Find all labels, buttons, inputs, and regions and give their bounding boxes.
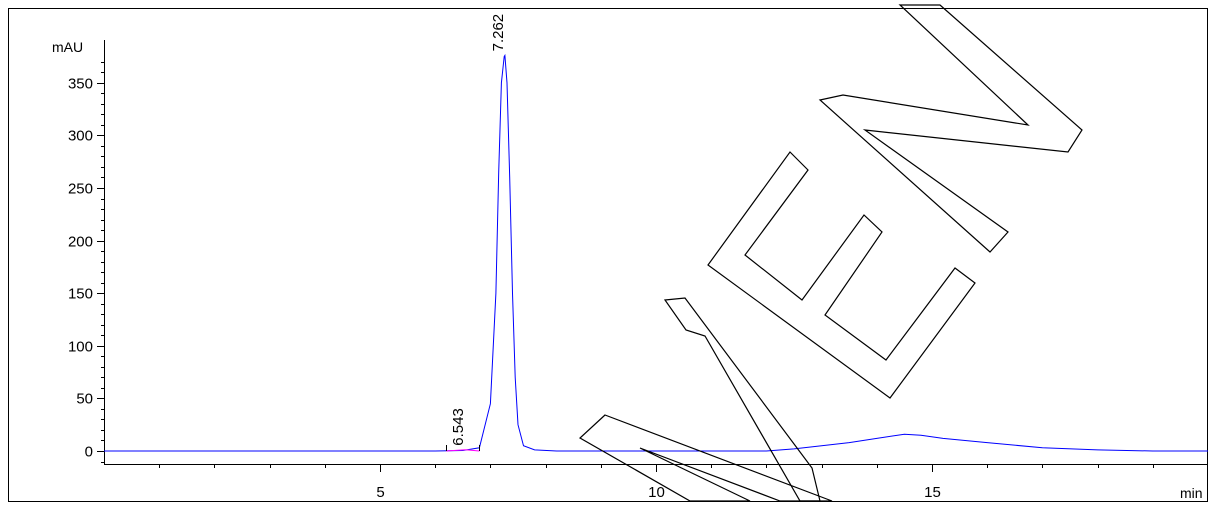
- y-tick-label: 350: [68, 76, 93, 93]
- axes-layer: 0 50 100 150 200 250 300 350 5 10 15: [68, 40, 1207, 501]
- x-tick-label: 5: [376, 484, 384, 501]
- y-axis-label: mAU: [52, 39, 83, 55]
- x-tick-label: 15: [924, 484, 941, 501]
- y-tick-label: 300: [68, 128, 93, 145]
- peak-labels: 6.543 7.262: [450, 14, 507, 446]
- y-tick-label: 250: [68, 181, 93, 198]
- peak-label: 6.543: [450, 408, 467, 446]
- y-tick-label: 0: [85, 444, 93, 461]
- x-axis-label: min: [1180, 485, 1203, 501]
- series-line: [446, 449, 480, 452]
- watermark-stroke-2: [663, 297, 821, 502]
- watermark: [578, 4, 1083, 502]
- series-line: [104, 53, 1208, 452]
- peak-label: 7.262: [490, 14, 507, 52]
- watermark-letter-e: [707, 151, 976, 399]
- y-tick-label: 50: [76, 391, 93, 408]
- y-tick-label: 200: [68, 234, 93, 251]
- y-tick-label: 100: [68, 339, 93, 356]
- series-layer: [104, 53, 1208, 452]
- y-tick-label: 150: [68, 286, 93, 303]
- x-tick-label: 10: [648, 484, 665, 501]
- watermark-letter-w: [818, 4, 1083, 253]
- watermark-stroke-1: [578, 414, 833, 502]
